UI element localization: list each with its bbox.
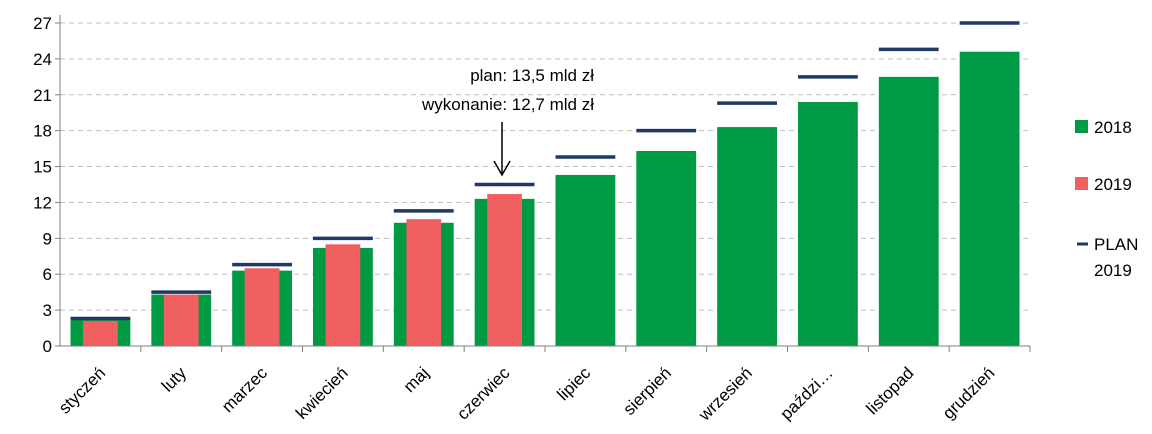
bar-2019 (244, 268, 280, 346)
y-tick-label: 27 (33, 14, 52, 33)
x-tick-label: listopad (863, 363, 918, 418)
bar-2018 (636, 151, 697, 346)
annotation-arrow-head (493, 160, 511, 177)
y-tick-label: 6 (43, 265, 52, 284)
annotation-plan-text: plan: 13,5 mld zł (470, 66, 594, 85)
x-tick-label: grudzień (939, 363, 999, 423)
bar-2018 (717, 127, 777, 346)
x-tick-label: wrzesień (694, 363, 756, 425)
x-tick-label: styczeń (55, 363, 109, 417)
y-tick-label: 15 (33, 158, 52, 177)
x-tick-label: sierpień (620, 363, 676, 419)
x-tick-label: paździ… (777, 363, 837, 423)
annotation: plan: 13,5 mld zł wykonanie: 12,7 mld zł (421, 66, 594, 177)
y-axis-ticks: 0 3 6 9 12 15 18 21 24 27 (33, 14, 61, 356)
annotation-actual-text: wykonanie: 12,7 mld zł (421, 95, 594, 114)
x-tick-label: kwiecień (292, 363, 352, 423)
bar-2018 (798, 101, 858, 346)
bar-2019 (83, 320, 118, 346)
y-tick-label: 12 (33, 193, 52, 212)
legend-label-plan-line2: 2019 (1094, 261, 1132, 280)
bar-2018 (555, 174, 616, 346)
legend-label-2019: 2019 (1094, 175, 1132, 194)
x-tick-label: marzec (218, 363, 271, 416)
bar-2018 (878, 76, 939, 346)
legend-label-plan-line1: PLAN (1094, 235, 1138, 254)
y-tick-label: 3 (43, 301, 52, 320)
bar-2019 (163, 294, 199, 346)
bar-2019 (487, 194, 522, 346)
y-tick-label: 9 (43, 229, 52, 248)
bar-2019 (325, 244, 361, 346)
legend: 2018 2019 PLAN 2019 (1075, 118, 1138, 280)
bar-2019 (406, 219, 442, 346)
bar-2018 (959, 51, 1020, 346)
legend-label-2018: 2018 (1094, 118, 1132, 137)
legend-swatch-2019 (1075, 177, 1088, 190)
x-tick-label: maj (400, 363, 433, 396)
x-tick-label: luty (158, 363, 190, 395)
y-tick-label: 21 (33, 86, 52, 105)
x-tick-label: czerwiec (453, 363, 514, 424)
y-tick-label: 18 (33, 122, 52, 141)
y-tick-label: 0 (43, 337, 52, 356)
legend-swatch-2018 (1075, 120, 1088, 133)
plan-2019-markers (70, 21, 1020, 321)
x-axis-ticks: styczeń luty marzec kwiecień maj czerwiec lipi… (55, 346, 1031, 425)
series-2019-bars (83, 194, 522, 346)
y-tick-label: 24 (33, 50, 52, 69)
x-tick-label: lipiec (553, 363, 594, 404)
